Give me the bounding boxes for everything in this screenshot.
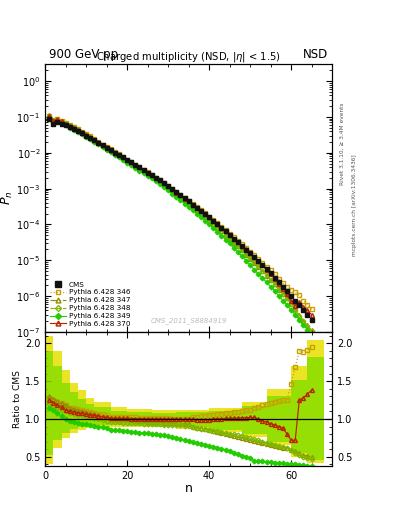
Text: 900 GeV pp: 900 GeV pp [49,49,118,61]
Y-axis label: $P_n$: $P_n$ [0,191,15,205]
Legend: CMS, Pythia 6.428 346, Pythia 6.428 347, Pythia 6.428 348, Pythia 6.428 349, Pyt: CMS, Pythia 6.428 346, Pythia 6.428 347,… [49,280,132,328]
Title: Charged multiplicity (NSD, $|\eta|$ < 1.5): Charged multiplicity (NSD, $|\eta|$ < 1.… [96,50,281,64]
Text: mcplots.cern.ch [arXiv:1306.3436]: mcplots.cern.ch [arXiv:1306.3436] [352,154,357,255]
Text: Rivet 3.1.10, ≥ 3.4M events: Rivet 3.1.10, ≥ 3.4M events [340,102,345,185]
Text: NSD: NSD [303,49,328,61]
Y-axis label: Ratio to CMS: Ratio to CMS [13,370,22,428]
X-axis label: n: n [185,482,193,495]
Text: CMS_2011_S8884919: CMS_2011_S8884919 [151,317,227,324]
